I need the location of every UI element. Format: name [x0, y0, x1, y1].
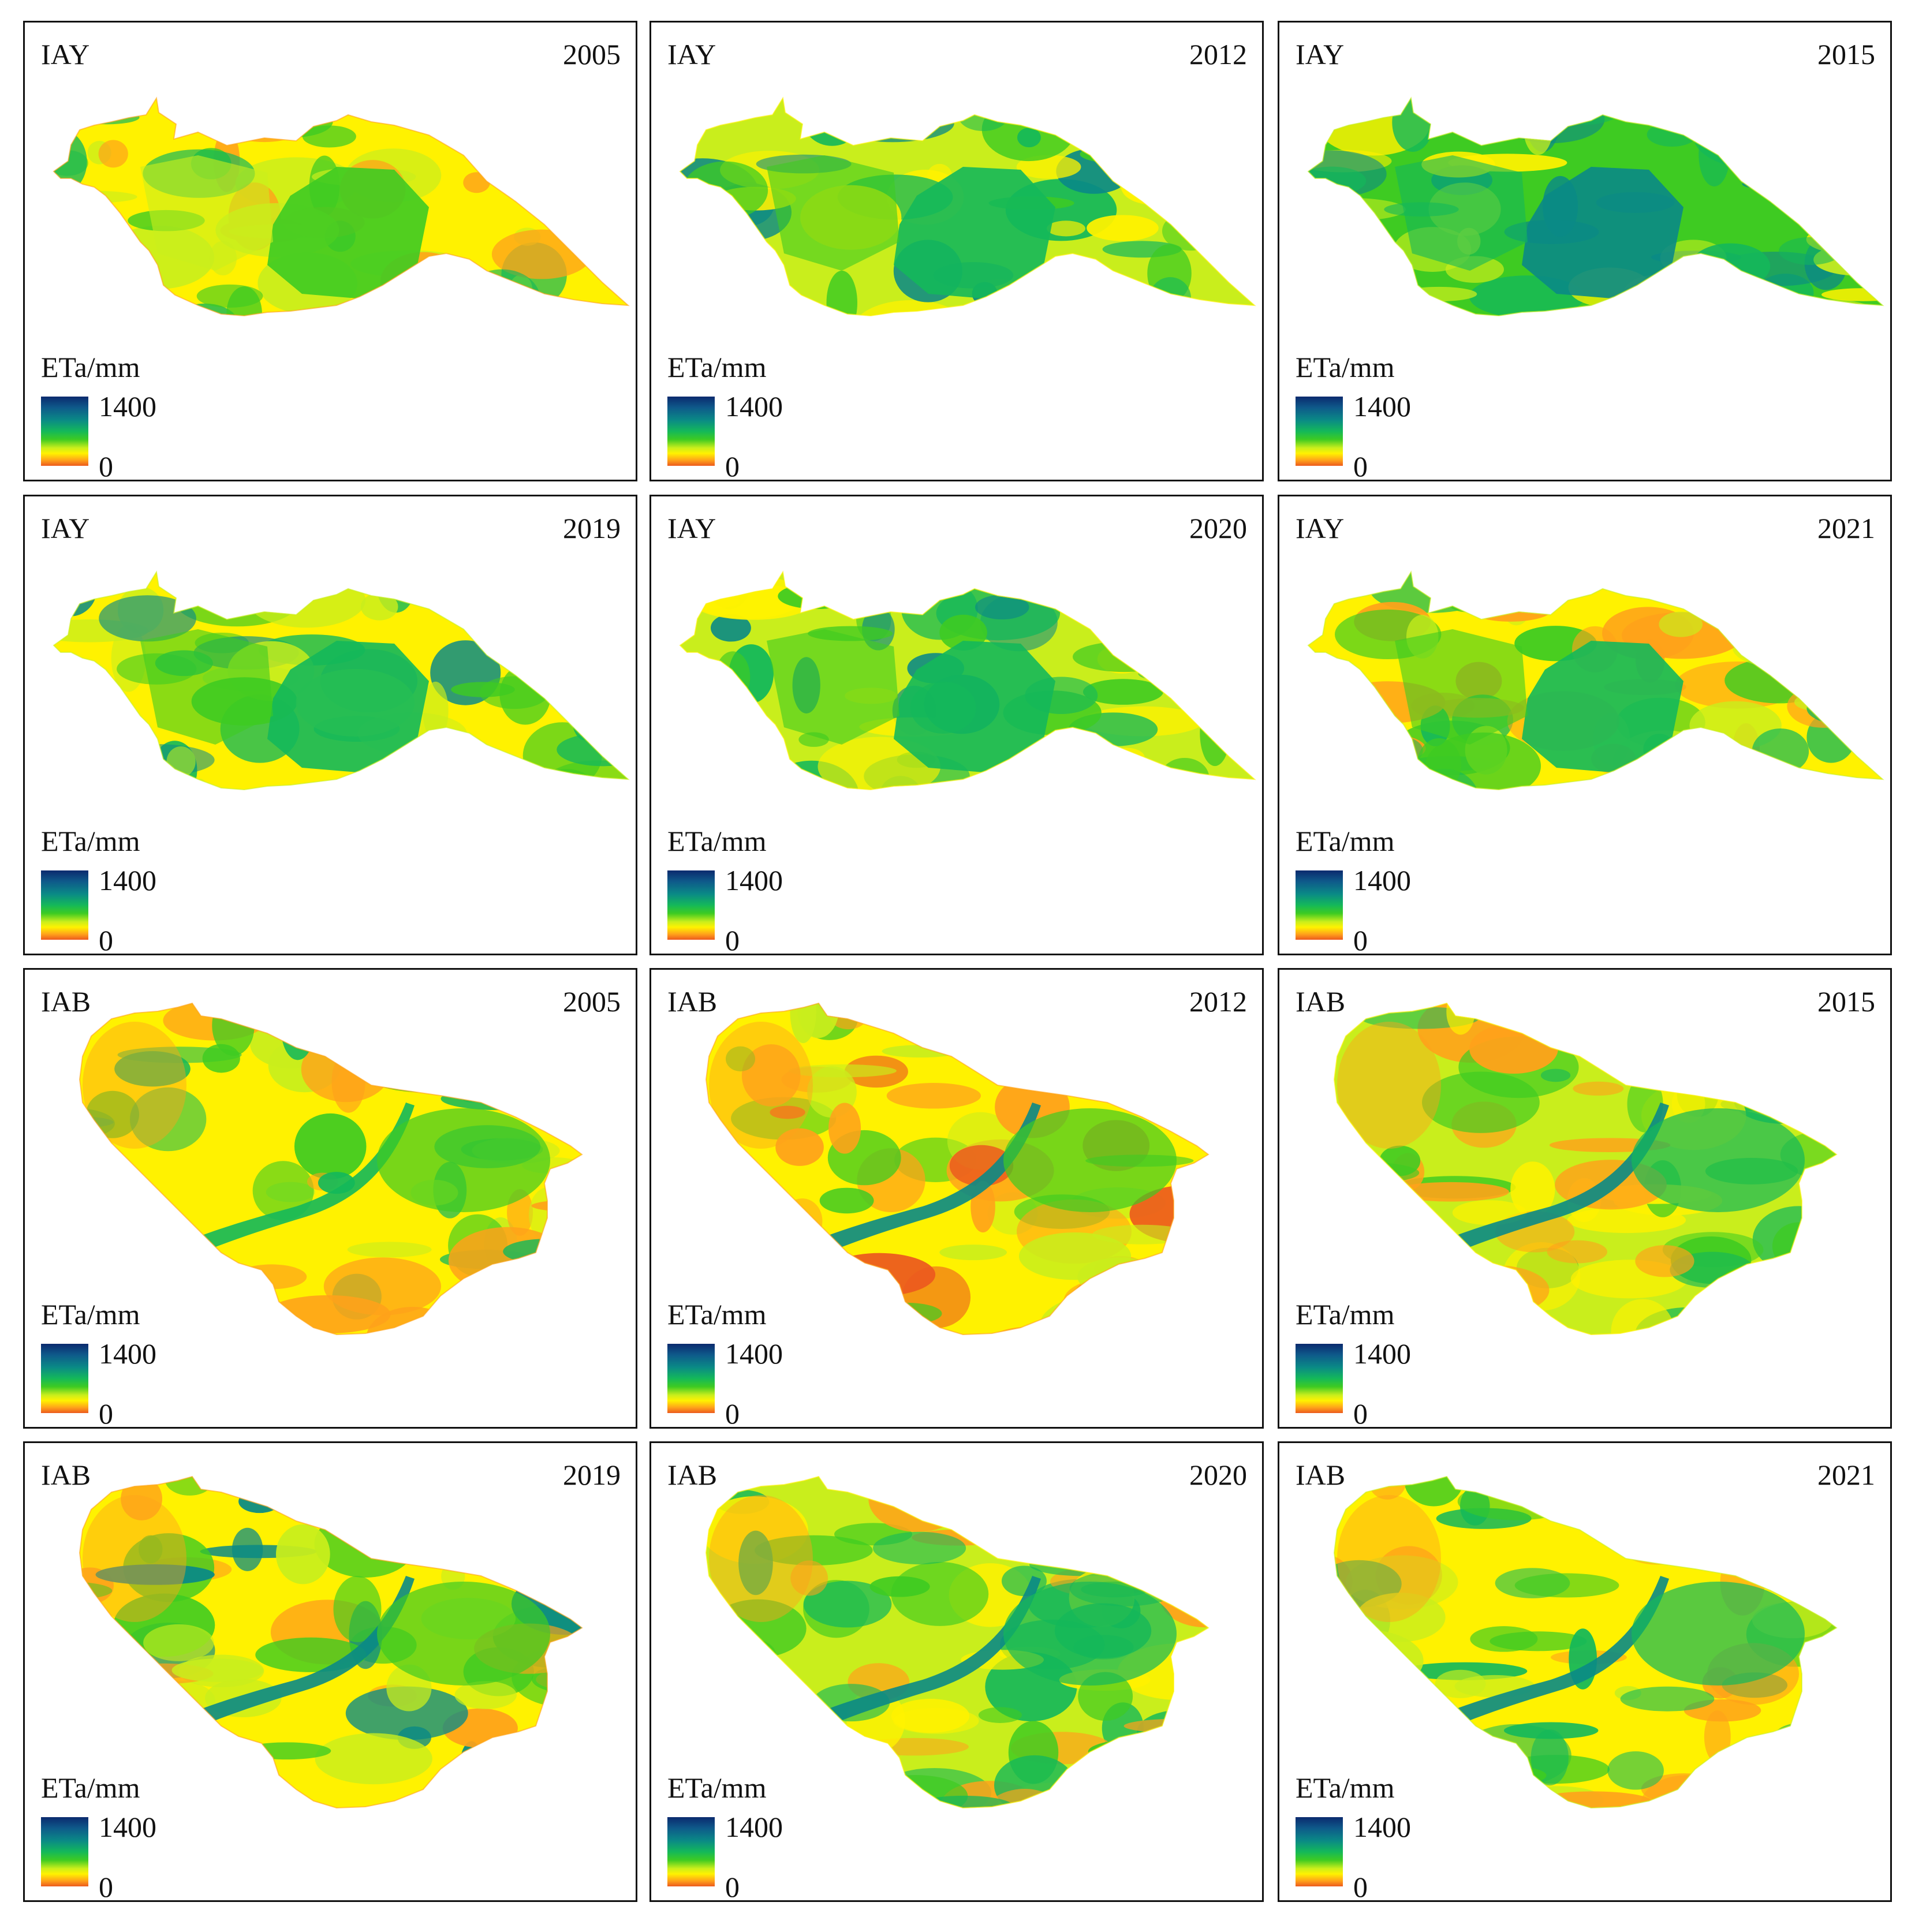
year-label: 2019 [563, 1459, 621, 1491]
legend-min-value: 0 [725, 450, 740, 481]
legend-title: ETa/mm [41, 825, 140, 857]
map-panel-iab-2021: IAB 2021 ETa/mm 1400 0 [1278, 1441, 1892, 1902]
eta-raster-map [1307, 570, 1884, 791]
map-panel-iay-2015: IAY 2015 ETa/mm 1400 0 [1278, 21, 1892, 481]
legend-color-ramp [667, 1344, 715, 1413]
eta-raster-map [53, 96, 630, 317]
year-label: 2020 [1189, 1459, 1247, 1491]
region-label: IAY [1296, 38, 1345, 70]
legend-color-ramp [1296, 1817, 1343, 1886]
legend-color-ramp [41, 1817, 88, 1886]
map-panel-iay-2020: IAY 2020 ETa/mm 1400 0 [649, 495, 1264, 955]
legend-min-value: 0 [99, 450, 113, 481]
region-label: IAB [667, 1459, 718, 1491]
eta-raster-map [53, 570, 630, 791]
legend-max-value: 1400 [1353, 864, 1411, 896]
eta-raster-map [679, 96, 1256, 317]
eta-raster-map [1307, 96, 1884, 317]
year-label: 2015 [1817, 38, 1875, 70]
legend-max-value: 1400 [99, 864, 156, 896]
map-panel-iay-2012: IAY 2012 ETa/mm 1400 0 [649, 21, 1264, 481]
legend-title: ETa/mm [667, 351, 767, 383]
year-label: 2021 [1817, 1459, 1875, 1491]
legend-max-value: 1400 [99, 390, 156, 423]
legend-color-ramp [667, 1817, 715, 1886]
legend-title: ETa/mm [41, 351, 140, 383]
eta-raster-map [679, 570, 1256, 791]
year-label: 2005 [563, 38, 621, 70]
legend-color-ramp [667, 870, 715, 940]
legend-title: ETa/mm [667, 825, 767, 857]
legend-title: ETa/mm [1296, 1298, 1395, 1331]
region-label: IAB [1296, 1459, 1346, 1491]
region-label: IAB [41, 985, 91, 1018]
legend-title: ETa/mm [41, 1298, 140, 1331]
legend-max-value: 1400 [725, 1337, 783, 1370]
legend-title: ETa/mm [667, 1772, 767, 1804]
legend-max-value: 1400 [725, 390, 783, 423]
legend-max-value: 1400 [1353, 1337, 1411, 1370]
legend-max-value: 1400 [99, 1337, 156, 1370]
map-panel-iab-2019: IAB 2019 ETa/mm 1400 0 [23, 1441, 637, 1902]
year-label: 2020 [1189, 512, 1247, 544]
map-panel-iab-2005: IAB 2005 ETa/mm 1400 0 [23, 968, 637, 1429]
eta-raster-map [1333, 1002, 1838, 1336]
legend-title: ETa/mm [1296, 1772, 1395, 1804]
legend-min-value: 0 [99, 924, 113, 955]
legend-color-ramp [1296, 870, 1343, 940]
legend-title: ETa/mm [1296, 351, 1395, 383]
year-label: 2019 [563, 512, 621, 544]
legend-color-ramp [667, 397, 715, 466]
legend-max-value: 1400 [1353, 390, 1411, 423]
legend-color-ramp [41, 870, 88, 940]
map-panel-iab-2015: IAB 2015 ETa/mm 1400 0 [1278, 968, 1892, 1429]
map-panel-iay-2021: IAY 2021 ETa/mm 1400 0 [1278, 495, 1892, 955]
legend-title: ETa/mm [1296, 825, 1395, 857]
legend-min-value: 0 [99, 1871, 113, 1902]
eta-raster-map [79, 1475, 583, 1809]
eta-raster-map [705, 1475, 1210, 1809]
map-panel-iay-2005: IAY 2005 ETa/mm 1400 0 [23, 21, 637, 481]
legend-min-value: 0 [725, 924, 740, 955]
legend-color-ramp [1296, 397, 1343, 466]
legend-max-value: 1400 [1353, 1811, 1411, 1843]
year-label: 2015 [1817, 985, 1875, 1018]
legend-max-value: 1400 [725, 864, 783, 896]
legend-color-ramp [41, 397, 88, 466]
eta-raster-map [705, 1002, 1210, 1336]
region-label: IAY [1296, 512, 1345, 544]
legend-max-value: 1400 [725, 1811, 783, 1843]
eta-raster-map [79, 1002, 583, 1336]
legend-min-value: 0 [99, 1397, 113, 1429]
legend-color-ramp [41, 1344, 88, 1413]
legend-min-value: 0 [1353, 450, 1368, 481]
legend-title: ETa/mm [41, 1772, 140, 1804]
legend-min-value: 0 [725, 1871, 740, 1902]
legend-max-value: 1400 [99, 1811, 156, 1843]
year-label: 2012 [1189, 985, 1247, 1018]
region-label: IAY [41, 38, 90, 70]
map-panel-iab-2020: IAB 2020 ETa/mm 1400 0 [649, 1441, 1264, 1902]
legend-min-value: 0 [1353, 924, 1368, 955]
legend-min-value: 0 [1353, 1397, 1368, 1429]
region-label: IAY [667, 38, 716, 70]
map-panel-iab-2012: IAB 2012 ETa/mm 1400 0 [649, 968, 1264, 1429]
eta-raster-map [1333, 1475, 1838, 1809]
region-label: IAY [667, 512, 716, 544]
year-label: 2021 [1817, 512, 1875, 544]
legend-min-value: 0 [1353, 1871, 1368, 1902]
legend-color-ramp [1296, 1344, 1343, 1413]
map-panel-iay-2019: IAY 2019 ETa/mm 1400 0 [23, 495, 637, 955]
region-label: IAB [41, 1459, 91, 1491]
year-label: 2012 [1189, 38, 1247, 70]
region-label: IAY [41, 512, 90, 544]
region-label: IAB [1296, 985, 1346, 1018]
legend-min-value: 0 [725, 1397, 740, 1429]
year-label: 2005 [563, 985, 621, 1018]
region-label: IAB [667, 985, 718, 1018]
legend-title: ETa/mm [667, 1298, 767, 1331]
